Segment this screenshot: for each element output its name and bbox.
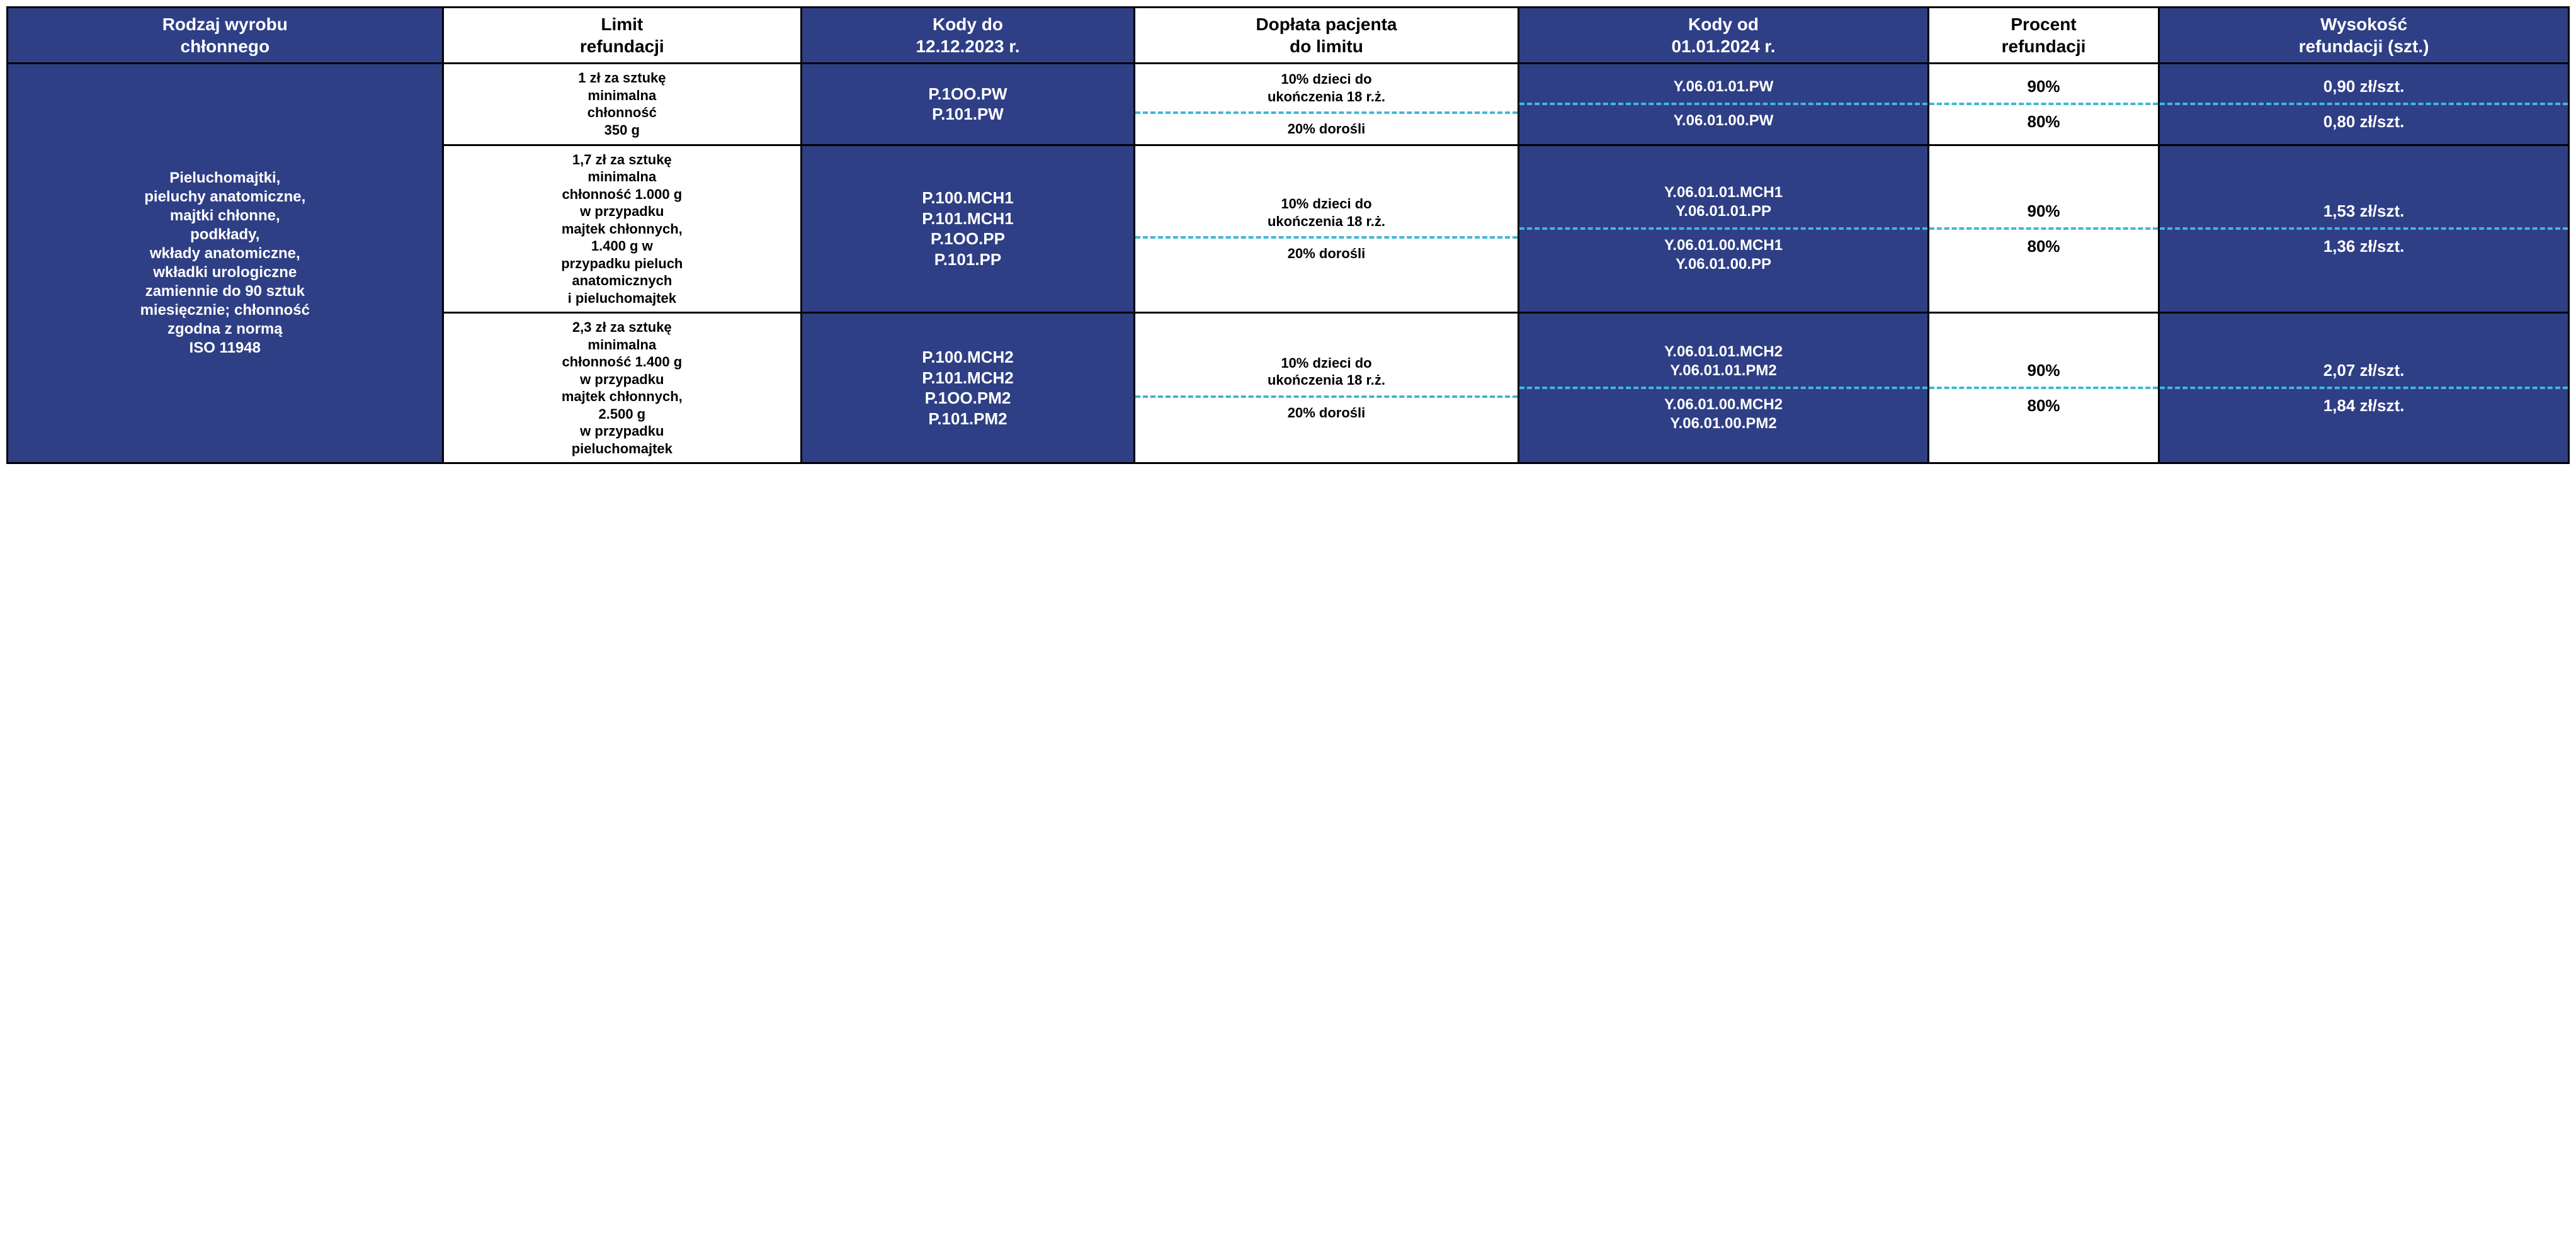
wysokosc-top: 2,07 zł/szt. [2160, 354, 2568, 387]
procent-top: 90% [1929, 195, 2158, 228]
kody-od-top: Y.06.01.01.PW [1519, 71, 1927, 103]
cell-kody-do: P.100.MCH2 P.101.MCH2 P.1OO.PM2 P.101.PM… [802, 313, 1135, 463]
cell-kody-do: P.1OO.PW P.101.PW [802, 64, 1135, 145]
doplata-top: 10% dzieci do ukończenia 18 r.ż. [1135, 348, 1518, 395]
kody-od-bot: Y.06.01.00.MCH2 Y.06.01.00.PM2 [1519, 387, 1927, 439]
wysokosc-bot: 1,84 zł/szt. [2160, 387, 2568, 422]
kody-od-top: Y.06.01.01.MCH2 Y.06.01.01.PM2 [1519, 336, 1927, 387]
hdr-doplata: Dopłata pacjenta do limitu [1134, 8, 1518, 64]
cell-doplata: 10% dzieci do ukończenia 18 r.ż. 20% dor… [1134, 313, 1518, 463]
procent-bot: 80% [1929, 227, 2158, 263]
refund-table: Rodzaj wyrobu chłonnego Limit refundacji… [6, 6, 2570, 464]
wysokosc-bot: 0,80 zł/szt. [2160, 103, 2568, 139]
doplata-top: 10% dzieci do ukończenia 18 r.ż. [1135, 189, 1518, 236]
wysokosc-bot: 1,36 zł/szt. [2160, 227, 2568, 263]
hdr-procent: Procent refundacji [1928, 8, 2159, 64]
cell-wysokosc: 2,07 zł/szt. 1,84 zł/szt. [2159, 313, 2569, 463]
cell-doplata: 10% dzieci do ukończenia 18 r.ż. 20% dor… [1134, 145, 1518, 313]
cell-limit: 1 zł za sztukę minimalna chłonność 350 g [443, 64, 802, 145]
kody-od-top: Y.06.01.01.MCH1 Y.06.01.01.PP [1519, 177, 1927, 227]
table-row: Pieluchomajtki, pieluchy anatomiczne, ma… [8, 64, 2569, 145]
header-row: Rodzaj wyrobu chłonnego Limit refundacji… [8, 8, 2569, 64]
procent-top: 90% [1929, 70, 2158, 103]
cell-wysokosc: 0,90 zł/szt. 0,80 zł/szt. [2159, 64, 2569, 145]
wysokosc-top: 1,53 zł/szt. [2160, 195, 2568, 228]
procent-bot: 80% [1929, 103, 2158, 139]
cell-limit: 2,3 zł za sztukę minimalna chłonność 1.4… [443, 313, 802, 463]
cell-kody-do: P.100.MCH1 P.101.MCH1 P.1OO.PP P.101.PP [802, 145, 1135, 313]
cell-limit: 1,7 zł za sztukę minimalna chłonność 1.0… [443, 145, 802, 313]
doplata-bot: 20% dorośli [1135, 111, 1518, 144]
cell-kody-od: Y.06.01.01.MCH1 Y.06.01.01.PP Y.06.01.00… [1519, 145, 1929, 313]
cell-procent: 90% 80% [1928, 313, 2159, 463]
cell-kody-od: Y.06.01.01.MCH2 Y.06.01.01.PM2 Y.06.01.0… [1519, 313, 1929, 463]
doplata-top: 10% dzieci do ukończenia 18 r.ż. [1135, 64, 1518, 111]
cell-wysokosc: 1,53 zł/szt. 1,36 zł/szt. [2159, 145, 2569, 313]
cell-doplata: 10% dzieci do ukończenia 18 r.ż. 20% dor… [1134, 64, 1518, 145]
wysokosc-top: 0,90 zł/szt. [2160, 70, 2568, 103]
procent-bot: 80% [1929, 387, 2158, 422]
doplata-bot: 20% dorośli [1135, 236, 1518, 269]
hdr-wysokosc: Wysokość refundacji (szt.) [2159, 8, 2569, 64]
hdr-kody-od: Kody od 01.01.2024 r. [1519, 8, 1929, 64]
cell-procent: 90% 80% [1928, 145, 2159, 313]
cell-procent: 90% 80% [1928, 64, 2159, 145]
procent-top: 90% [1929, 354, 2158, 387]
cell-rodzaj: Pieluchomajtki, pieluchy anatomiczne, ma… [8, 64, 443, 463]
cell-kody-od: Y.06.01.01.PW Y.06.01.00.PW [1519, 64, 1929, 145]
doplata-bot: 20% dorośli [1135, 395, 1518, 428]
hdr-limit: Limit refundacji [443, 8, 802, 64]
hdr-rodzaj: Rodzaj wyrobu chłonnego [8, 8, 443, 64]
hdr-kody-do: Kody do 12.12.2023 r. [802, 8, 1135, 64]
kody-od-bot: Y.06.01.00.PW [1519, 103, 1927, 137]
kody-od-bot: Y.06.01.00.MCH1 Y.06.01.00.PP [1519, 227, 1927, 280]
